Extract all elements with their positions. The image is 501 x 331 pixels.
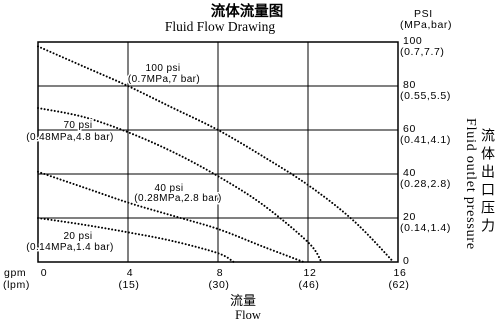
series-label-20-psi: 20 psi	[63, 231, 92, 242]
x-tick-alt-label: (15)	[118, 279, 139, 291]
series-sublabel-100-psi: (0.7MPa,7 bar)	[128, 74, 200, 85]
series-line-70-psi	[37, 107, 323, 263]
y-tick-alt-label: (0.41,4.1)	[400, 134, 451, 146]
grid-lines	[38, 42, 398, 262]
x-unit-label: gpm	[4, 267, 26, 279]
y-tick-label: 0	[403, 255, 409, 267]
y-tick-alt-label: (0.7,7.7)	[400, 46, 445, 58]
x-axis-title: 流量	[230, 294, 256, 309]
series-line-40-psi	[37, 170, 305, 263]
chart-subtitle: Fluid Flow Drawing	[165, 19, 276, 34]
y-tick-alt-label: (0.55,5.5)	[400, 90, 451, 102]
series-labels: 100 psi(0.7MPa,7 bar) 70 psi(0.48MPa,4.8 …	[25, 62, 223, 255]
series-sublabel-20-psi: (0.14MPa,1.4 bar)	[26, 242, 113, 253]
x-tick-alt-label: (62)	[388, 279, 409, 291]
y-tick-alt-label: (0.14,1.4)	[400, 222, 451, 234]
x-tick-label: 12	[304, 267, 317, 279]
y-tick-label: 100	[403, 35, 422, 47]
series-line-20-psi	[37, 217, 235, 263]
y-tick-alt-label: (0.28,2.8)	[400, 178, 451, 190]
y-tick-label: 20	[403, 211, 416, 223]
x-axis-title-en: Flow	[235, 308, 261, 322]
x-axis-ticks: 0 4(15) 8(30) 12(46) 16(62)	[41, 267, 409, 291]
y-tick-label: 80	[403, 79, 416, 91]
y-tick-label: 40	[403, 167, 416, 179]
y-axis-title-en: Fluid outlet pressure	[463, 118, 478, 250]
series-label-70-psi: 70 psi	[63, 120, 92, 131]
y-tick-label: 60	[403, 123, 416, 135]
x-tick-label: 16	[394, 267, 407, 279]
series-sublabel-70-psi: (0.48MPa,4.8 bar)	[26, 132, 113, 143]
y-axis-ticks: 100(0.7,7.7)80(0.55,5.5)60(0.41,4.1)40(0…	[400, 35, 451, 267]
series-line-100-psi	[37, 45, 395, 263]
chart-title: 流体流量图	[211, 2, 284, 20]
series-label-40-psi: 40 psi	[154, 183, 183, 194]
y-unit-label: PSI	[414, 8, 433, 20]
x-tick-alt-label: (46)	[298, 279, 319, 291]
series-label-100-psi: 100 psi	[145, 63, 180, 74]
y-unit-alt-label: (MPa,bar)	[400, 19, 452, 31]
y-axis-title: 流体出口压力	[479, 128, 495, 236]
series-lines	[37, 45, 395, 263]
x-unit-alt-label: (lpm)	[3, 279, 30, 291]
x-tick-label: 0	[41, 267, 47, 279]
x-tick-alt-label: (30)	[208, 279, 229, 291]
series-sublabel-40-psi: (0.28MPa,2.8 bar)	[134, 193, 221, 204]
x-tick-label: 4	[127, 267, 133, 279]
plot-area	[37, 41, 399, 263]
x-tick-label: 8	[217, 267, 223, 279]
